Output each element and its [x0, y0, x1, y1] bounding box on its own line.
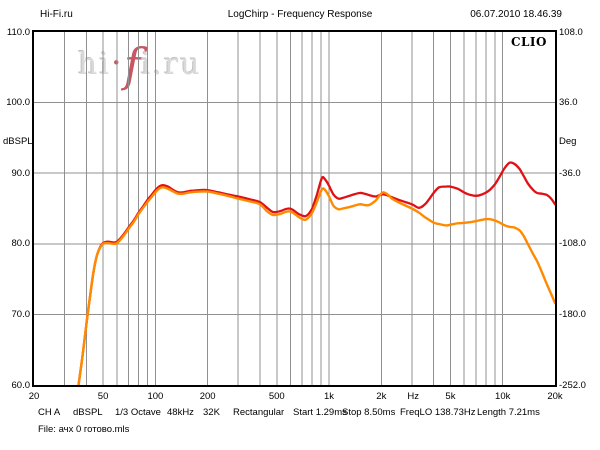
- x-tick-100: 100: [147, 391, 164, 402]
- status-item-ch-a: CH A: [38, 407, 61, 418]
- status-item-start-1-29ms: Start 1.29ms: [293, 407, 347, 418]
- watermark-text: hi: [78, 47, 111, 82]
- y-tick-right--180.0: -180.0: [559, 308, 586, 320]
- status-bar: CH A dBSPL 1/3 Octave 48kHz 32K Rectangular St…: [0, 407, 600, 421]
- x-tick-Hz: Hz: [407, 391, 419, 402]
- file-name-label: File: ачх 0 готово.mls: [38, 424, 130, 435]
- status-item-dbspl: dBSPL: [73, 407, 103, 418]
- y-tick-right--36.0: -36.0: [559, 167, 581, 179]
- x-tick-5k: 5k: [445, 391, 456, 402]
- y-tick-left-80.0: 80.0: [11, 238, 31, 250]
- status-item-length-7-21ms: Length 7.21ms: [477, 407, 540, 418]
- y-tick-right-108.0: 108.0: [559, 26, 583, 38]
- y-tick-right-36.0: 36.0: [559, 97, 578, 109]
- status-item-freqlo-138-73hz: FreqLO 138.73Hz: [400, 407, 476, 418]
- x-tick-50: 50: [97, 391, 109, 402]
- curve-response-orange: [77, 186, 555, 385]
- y-axis-left-unit: dBSPL: [3, 136, 33, 147]
- x-tick-2k: 2k: [376, 391, 387, 402]
- watermark-text: i.ru: [140, 47, 202, 82]
- x-tick-1k: 1k: [324, 391, 335, 402]
- x-tick-500: 500: [268, 391, 285, 402]
- header-site-label: Hi-Fi.ru: [40, 9, 73, 20]
- y-tick-right--252.0: -252.0: [559, 379, 586, 391]
- x-tick-20: 20: [28, 391, 40, 402]
- y-tick-left-70.0: 70.0: [11, 308, 31, 320]
- hifi-ru-watermark: hi·fi.ru: [78, 42, 202, 88]
- y-tick-left-110.0: 110.0: [6, 26, 30, 38]
- clio-brand-label: CLIO: [510, 35, 547, 49]
- x-tick-20k: 20k: [547, 391, 563, 402]
- page-title: LogChirp - Frequency Response: [227, 9, 373, 20]
- watermark-f: f: [123, 38, 141, 92]
- status-item-stop-8-50ms: Stop 8.50ms: [342, 407, 396, 418]
- y-tick-right--108.0: -108.0: [559, 238, 586, 250]
- y-axis-right-unit: Deg: [559, 136, 577, 147]
- status-item-1-3-octave: 1/3 Octave: [115, 407, 161, 418]
- frequency-response-plot-area[interactable]: [34, 32, 555, 385]
- x-tick-10k: 10k: [495, 391, 511, 402]
- y-tick-left-60.0: 60.0: [11, 379, 31, 391]
- y-tick-left-100.0: 100.0: [6, 97, 30, 109]
- watermark-dot: ·: [111, 43, 124, 83]
- curve-response-red: [77, 161, 555, 385]
- status-item-48khz: 48kHz: [167, 407, 194, 418]
- y-tick-left-90.0: 90.0: [11, 167, 31, 179]
- status-item-rectangular: Rectangular: [233, 407, 285, 418]
- grid-lines: [34, 32, 555, 385]
- header-datetime: 06.07.2010 18.46.39: [470, 9, 562, 20]
- x-tick-200: 200: [199, 391, 216, 402]
- status-item-32k: 32K: [203, 407, 220, 418]
